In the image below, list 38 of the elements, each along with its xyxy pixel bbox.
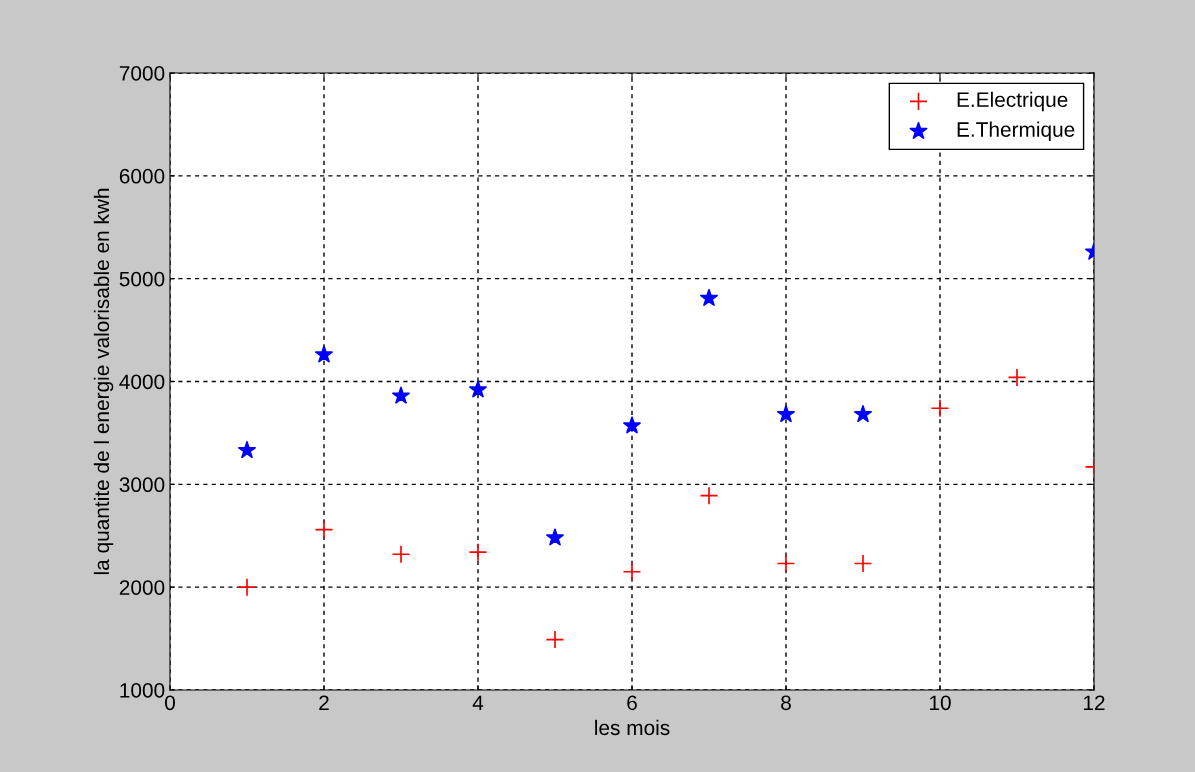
y-tick-label: 2000 <box>119 580 165 595</box>
y-tick-label: 5000 <box>119 271 165 287</box>
point <box>238 441 256 459</box>
x-tick-label: 12 <box>1084 695 1105 710</box>
point <box>237 577 257 597</box>
point <box>1007 368 1027 387</box>
x-tick-label: 2 <box>319 695 329 710</box>
x-tick-label: 10 <box>930 695 951 711</box>
point <box>392 386 410 404</box>
point <box>546 528 564 546</box>
point <box>777 405 795 423</box>
point <box>314 520 334 539</box>
point <box>622 562 642 582</box>
point <box>468 542 488 562</box>
point <box>700 288 718 306</box>
point <box>315 345 333 363</box>
point <box>699 486 719 505</box>
y-tick-label: 6000 <box>119 168 165 184</box>
y-tick-label: 7000 <box>119 66 165 81</box>
x-tick-label: 8 <box>781 695 791 711</box>
point <box>776 554 796 573</box>
y-tick-label: 3000 <box>119 477 165 493</box>
y-tick-label: 4000 <box>119 374 165 390</box>
x-tick-label: 0 <box>165 695 175 711</box>
point <box>469 380 487 398</box>
point <box>930 398 950 418</box>
point <box>545 630 565 649</box>
x-tick-label: 4 <box>472 695 484 710</box>
y-tick-label: 1000 <box>120 683 165 698</box>
y-axis-title: la quantite de l energie valorisable en kwh <box>93 188 114 575</box>
point <box>853 554 873 573</box>
legend-label: E.Electrique <box>957 91 1068 112</box>
point <box>623 416 641 434</box>
legend-label: E.Thermique <box>957 121 1075 142</box>
x-tick-label: 6 <box>627 695 637 711</box>
point <box>854 405 872 423</box>
x-axis-title: les mois <box>595 719 670 736</box>
point <box>391 544 411 564</box>
